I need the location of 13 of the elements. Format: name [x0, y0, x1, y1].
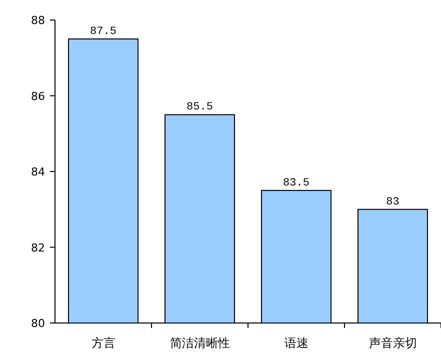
x-tick-label: 声音亲切	[368, 336, 417, 350]
x-tick-label: 简洁清晰性	[170, 336, 230, 350]
data-label: 87.5	[90, 26, 116, 38]
data-label: 83	[386, 196, 400, 208]
y-tick-label: 80	[31, 317, 45, 330]
x-tick-label: 语速	[284, 336, 308, 350]
y-tick-label: 88	[31, 14, 45, 27]
data-label: 85.5	[186, 102, 213, 114]
y-tick-label: 86	[31, 90, 45, 103]
y-tick-label: 84	[31, 166, 45, 178]
x-tick-label: 方言	[91, 336, 116, 350]
y-tick-label: 82	[31, 241, 45, 254]
data-label: 83.5	[283, 177, 310, 190]
